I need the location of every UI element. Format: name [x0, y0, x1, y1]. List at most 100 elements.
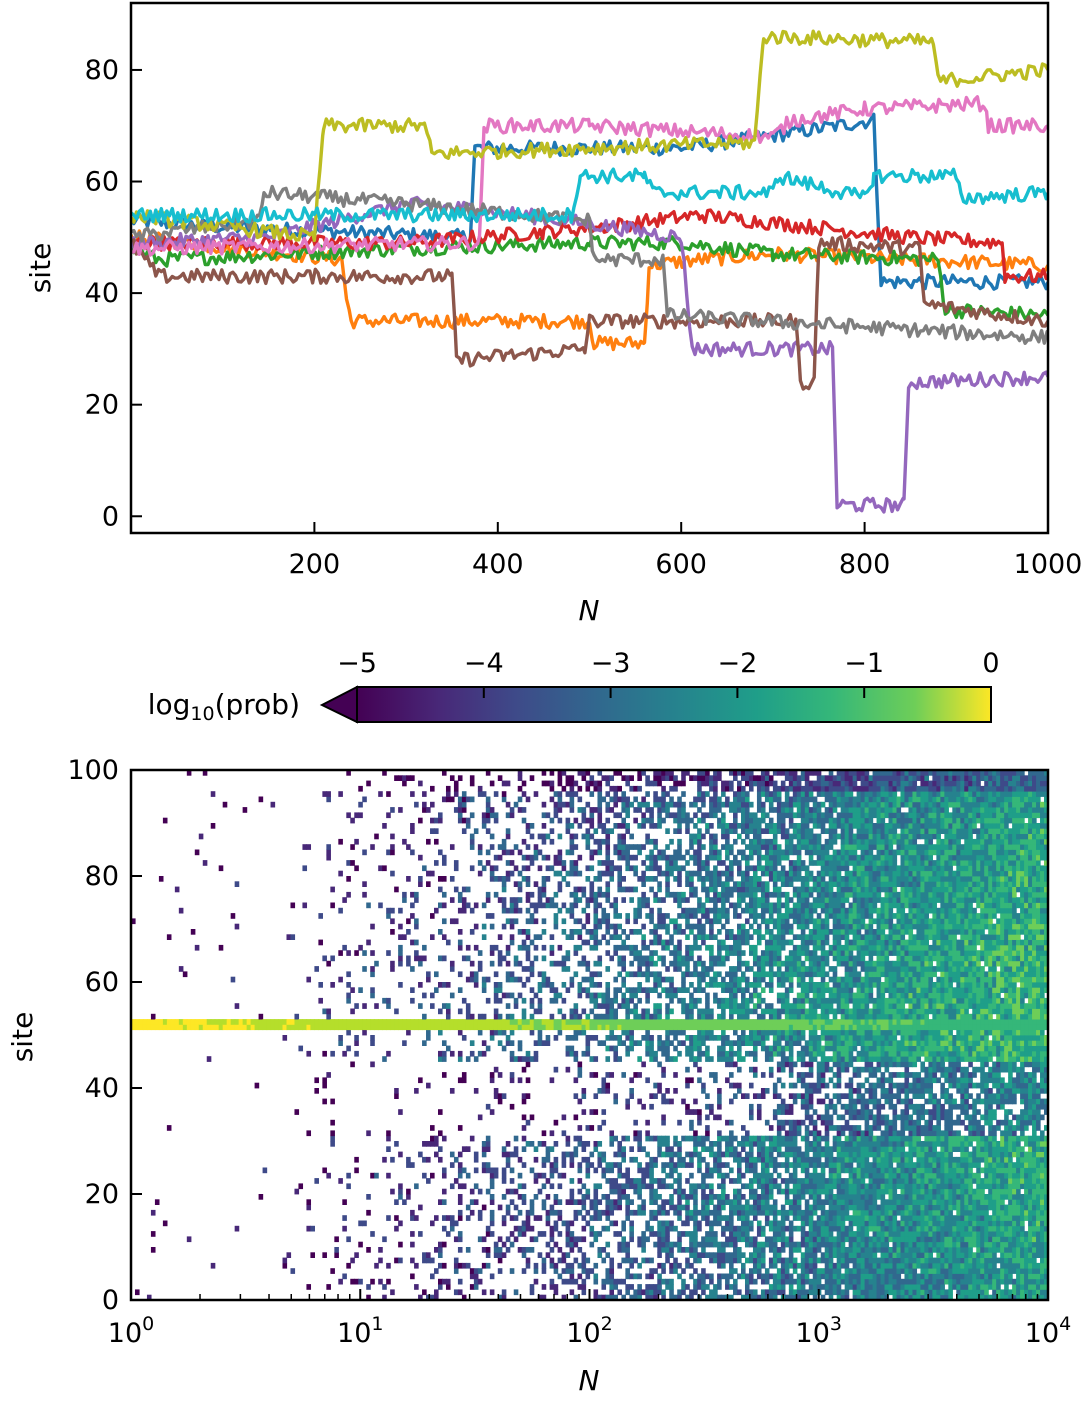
heatmap-cell [633, 1024, 638, 1031]
heatmap-cell [796, 775, 802, 781]
heatmap-cell [768, 891, 774, 898]
heatmap-cell [597, 1183, 603, 1190]
heatmap-cell [796, 849, 802, 856]
heatmap-cell [709, 1199, 714, 1205]
heatmap-cell [760, 1231, 766, 1237]
heatmap-cell [533, 1040, 539, 1046]
heatmap-cell [633, 1178, 638, 1184]
heatmap-cell [776, 854, 782, 861]
heatmap-cell [748, 1109, 754, 1115]
heatmap-cell [788, 1019, 794, 1025]
heatmap-cell [310, 1225, 315, 1232]
heatmap-cell [752, 865, 758, 872]
heatmap-cell [796, 1225, 802, 1232]
heatmap-cell [756, 1294, 762, 1300]
heatmap-cell [597, 876, 603, 882]
heatmap-cell [780, 1241, 786, 1248]
heatmap-cell [677, 1019, 682, 1025]
heatmap-cell [741, 812, 746, 819]
heatmap-cell [733, 1225, 738, 1232]
heatmap-cell [645, 971, 650, 978]
heatmap-cell [358, 1278, 363, 1285]
heatmap-cell [733, 1003, 738, 1009]
heatmap-cell [541, 1262, 547, 1269]
heatmap-cell [764, 812, 770, 819]
heatmap-cell [729, 780, 734, 787]
heatmap-cell [406, 1156, 411, 1163]
heatmap-cell [733, 907, 738, 914]
heatmap-cell [521, 1225, 527, 1232]
heatmap-cell [665, 1284, 670, 1290]
heatmap-cell [669, 785, 674, 792]
heatmap-cell [661, 918, 666, 925]
heatmap-cell [593, 1231, 599, 1237]
heatmap-cell [709, 1103, 714, 1110]
heatmap-cell [713, 854, 718, 861]
heatmap-cell [800, 1188, 806, 1195]
heatmap-cell [617, 913, 622, 919]
heatmap-cell [685, 849, 690, 856]
heatmap-cell [525, 1247, 531, 1253]
heatmap-cell [338, 1178, 343, 1184]
heatmap-cell [637, 987, 642, 993]
heatmap-cell [553, 918, 559, 925]
heatmap-cell [784, 966, 790, 972]
heatmap-cell [780, 1056, 786, 1062]
heatmap-cell [633, 913, 638, 919]
heatmap-cell [553, 854, 559, 861]
heatmap-cell [633, 929, 638, 935]
heatmap-cell [430, 1294, 435, 1300]
heatmap-cell [593, 1003, 599, 1009]
heatmap-cell [752, 897, 758, 903]
heatmap-cell [784, 775, 790, 781]
heatmap-cell [649, 1162, 654, 1168]
heatmap-cell [701, 934, 706, 940]
heatmap-cell [792, 1241, 798, 1248]
heatmap-cell [509, 1241, 515, 1248]
heatmap-cell [804, 1093, 810, 1099]
heatmap-cell [800, 950, 806, 956]
heatmap-cell [545, 812, 551, 819]
heatmap-cell [410, 791, 415, 797]
heatmap-cell [613, 1284, 619, 1290]
heatmap-cell [748, 886, 754, 893]
heatmap-cell [641, 1019, 646, 1025]
heatmap-cell [533, 1008, 539, 1015]
heatmap-cell [613, 929, 619, 935]
heatmap-cell [788, 807, 794, 813]
heatmap-cell [410, 997, 415, 1004]
heatmap-cell [553, 1035, 559, 1041]
heatmap-cell [633, 1013, 638, 1020]
heatmap-cell [685, 1257, 690, 1264]
heatmap-cell [693, 1188, 698, 1195]
heatmap-cell [422, 801, 427, 808]
heatmap-cell [725, 1056, 730, 1062]
heatmap-cell [677, 1183, 682, 1190]
heatmap-cell [438, 1262, 443, 1269]
heatmap-cell [721, 897, 726, 903]
heatmap-cell [697, 971, 702, 978]
heatmap-cell [780, 854, 786, 861]
heatmap-cell [645, 913, 650, 919]
heatmap-cell [796, 1209, 802, 1216]
heatmap-cell [453, 860, 459, 866]
heatmap-cell [784, 1103, 790, 1110]
heatmap-cell [776, 823, 782, 829]
heatmap-cell [733, 1061, 738, 1068]
heatmap-cell [653, 939, 658, 946]
heatmap-cell [729, 1241, 734, 1248]
heatmap-cell [796, 1077, 802, 1084]
heatmap-cell [653, 1050, 658, 1057]
heatmap-cell [661, 1241, 666, 1248]
heatmap-cell [174, 1019, 180, 1025]
heatmap-cell [354, 1167, 359, 1174]
heatmap-cell [804, 1045, 810, 1052]
heatmap-cell [756, 849, 762, 856]
heatmap-cell [613, 791, 619, 797]
heatmap-cell [713, 833, 718, 840]
heatmap-cell [760, 1162, 766, 1168]
heatmap-cell [733, 860, 738, 866]
heatmap-cell [481, 865, 487, 872]
heatmap-cell [748, 828, 754, 834]
heatmap-cell [509, 1072, 515, 1078]
